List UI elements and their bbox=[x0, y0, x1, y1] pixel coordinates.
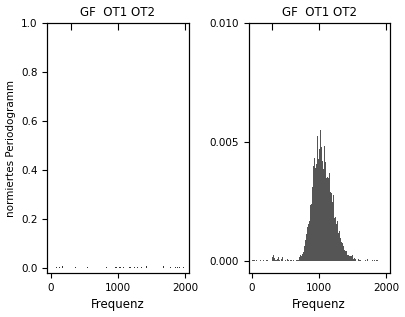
X-axis label: GF  OT1 OT2: GF OT1 OT2 bbox=[81, 6, 156, 19]
X-axis label: Frequenz: Frequenz bbox=[292, 298, 346, 311]
Y-axis label: normiertes Periodogramm: normiertes Periodogramm bbox=[6, 80, 15, 217]
X-axis label: GF  OT1 OT2: GF OT1 OT2 bbox=[281, 6, 357, 19]
X-axis label: Frequenz: Frequenz bbox=[91, 298, 145, 311]
